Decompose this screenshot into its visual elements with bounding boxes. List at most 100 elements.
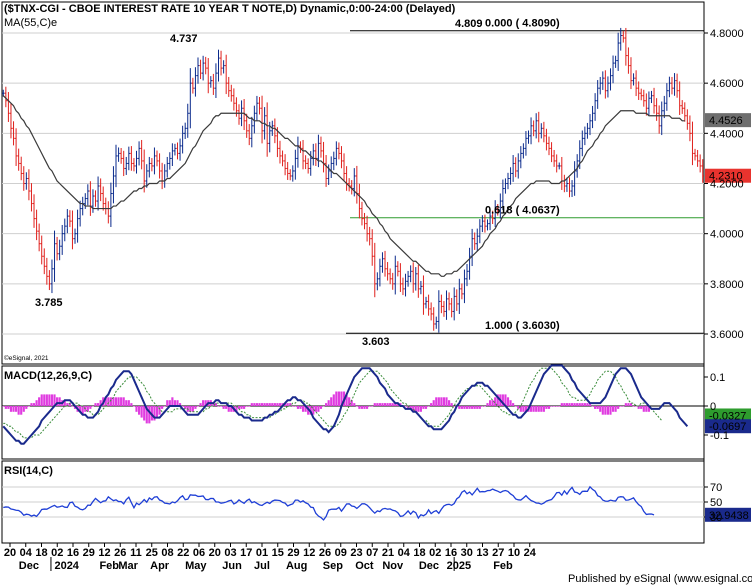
macd-histogram-bar (647, 406, 650, 412)
macd-histogram-bar (471, 406, 474, 409)
macd-histogram-bar (553, 406, 556, 407)
macd-histogram-bar (389, 403, 392, 406)
price-bar (178, 138, 182, 161)
macd-histogram-bar (178, 403, 182, 406)
price-bar (660, 101, 663, 136)
price-bar (647, 91, 651, 116)
price-bar (463, 269, 466, 304)
price-bar (552, 149, 556, 167)
price-bar (545, 128, 548, 151)
macd-signal-line (3, 367, 663, 439)
macd-histogram-bar (576, 403, 579, 406)
macd-histogram-bar (189, 406, 192, 412)
price-bar (604, 70, 607, 99)
macd-histogram-bar (268, 403, 271, 406)
price-bar (232, 88, 236, 111)
macd-histogram-bar (314, 406, 317, 412)
price-bar (186, 103, 189, 138)
price-bar (440, 294, 443, 314)
macd-histogram-bar (563, 403, 566, 406)
macd-histogram-bar (611, 406, 615, 412)
time-tick-label: 21 (382, 547, 394, 559)
price-bar (642, 89, 645, 107)
price-bar (396, 261, 400, 277)
rsi-tick-label: 50 (710, 497, 722, 509)
price-bar (76, 209, 79, 243)
macd-histogram-bar (173, 400, 177, 406)
time-tick-label: 20 (4, 547, 16, 559)
macd-histogram-bar (168, 400, 171, 406)
price-bar (386, 262, 389, 281)
macd-histogram-bar (89, 406, 92, 409)
macd-histogram-bar (560, 403, 563, 406)
price-bar (112, 166, 115, 204)
price-bar (606, 76, 610, 98)
price-bar (383, 250, 387, 277)
macd-histogram-bar (27, 406, 30, 407)
price-bar (435, 316, 438, 329)
price-bar (657, 105, 661, 134)
price-bar (301, 139, 305, 170)
macd-histogram-bar (335, 391, 338, 406)
price-bar (468, 247, 471, 280)
macd-histogram-bar (376, 403, 379, 406)
time-tick-label: 04 (398, 547, 411, 559)
macd-histogram-bar (145, 406, 148, 424)
macd-tag-label: -0.0697 (709, 421, 746, 433)
macd-histogram-bar (155, 406, 159, 418)
macd-histogram-bar (81, 406, 84, 415)
price-bar (230, 84, 233, 102)
price-bar (406, 270, 410, 287)
price-bar (142, 149, 146, 193)
macd-histogram-bar (196, 406, 200, 407)
macd-histogram-bar (301, 406, 305, 412)
macd-histogram-bar (391, 403, 394, 406)
time-month-label: Dec (419, 560, 439, 572)
price-bar (71, 210, 74, 250)
price-bar (483, 214, 487, 233)
macd-histogram-bar (491, 400, 494, 406)
time-tick-label: 29 (287, 547, 299, 559)
macd-histogram-bar (550, 406, 553, 407)
price-bar (611, 55, 615, 84)
price-bar (550, 142, 553, 163)
macd-histogram-bar (619, 406, 622, 407)
time-tick-label: 13 (476, 547, 488, 559)
price-bar (693, 148, 697, 161)
price-bar (342, 153, 346, 182)
macd-tick-label: -0.1 (710, 430, 729, 442)
time-tick-label: 26 (319, 547, 331, 559)
macd-histogram-bar (340, 391, 343, 406)
macd-histogram-bar (38, 397, 41, 406)
macd-histogram-bar (91, 406, 95, 407)
price-bar (17, 148, 20, 171)
price-bar (486, 219, 489, 231)
macd-histogram-bar (532, 406, 535, 412)
price-bar (96, 176, 100, 211)
price-bar (511, 155, 515, 182)
macd-histogram-bar (381, 403, 384, 406)
price-bar (66, 209, 69, 234)
macd-histogram-bar (570, 403, 574, 406)
price-bar (371, 229, 374, 266)
price-bar (86, 184, 90, 206)
macd-histogram-bar (468, 406, 471, 409)
macd-histogram-bar (53, 394, 56, 406)
price-bar (627, 47, 630, 74)
price-bar (686, 109, 689, 130)
macd-histogram-bar (437, 397, 440, 406)
price-annotation: 4.737 (170, 33, 198, 45)
macd-histogram-bar (540, 406, 543, 412)
price-bar (476, 228, 479, 252)
price-bar (365, 215, 369, 242)
price-tick-label: 4.4000 (710, 128, 744, 140)
price-bar (527, 130, 530, 144)
time-tick-label: 29 (83, 547, 95, 559)
time-tick-label: 16 (445, 547, 457, 559)
macd-histogram-bar (435, 397, 438, 406)
time-month-label: Aug (286, 560, 307, 572)
macd-histogram-bar (414, 406, 417, 412)
macd-histogram-bar (79, 406, 82, 412)
price-bar (50, 259, 54, 294)
macd-histogram-bar (422, 406, 425, 409)
